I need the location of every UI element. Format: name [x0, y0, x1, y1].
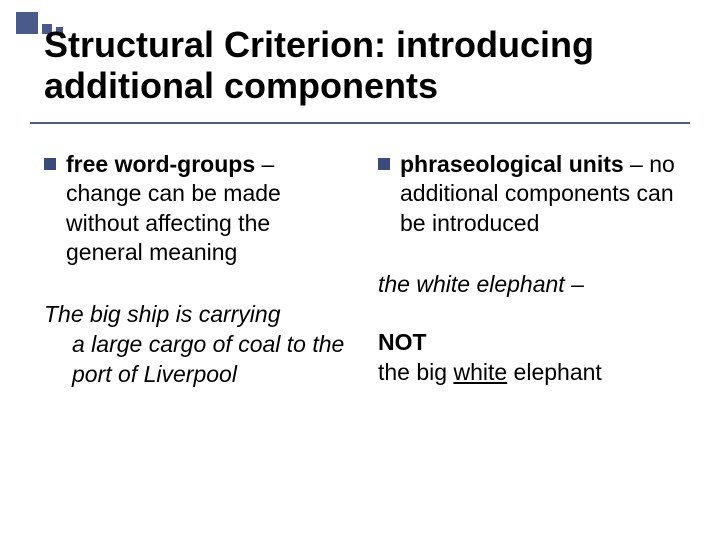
not-phrase-post: elephant — [507, 359, 602, 385]
spacer — [378, 300, 684, 328]
slide-title: Structural Criterion: introducing additi… — [44, 24, 690, 107]
left-column: free word-groups – change can be made wi… — [44, 150, 350, 520]
left-example-line1: The big ship is carrying — [44, 300, 350, 330]
left-example-line2: a large cargo of coal to the port of Liv… — [44, 330, 350, 390]
not-phrase-underlined: white — [453, 359, 507, 385]
left-bullet-item: free word-groups – change can be made wi… — [44, 150, 350, 268]
bullet-icon — [378, 158, 390, 170]
deco-square-large — [16, 12, 38, 34]
not-phrase-pre: the big — [378, 359, 453, 385]
right-bullet-item: phraseological units – no additional com… — [378, 150, 684, 238]
content-columns: free word-groups – change can be made wi… — [44, 150, 684, 520]
left-bullet-text: free word-groups – change can be made wi… — [66, 150, 350, 268]
not-phrase: the big white elephant — [378, 358, 684, 388]
left-bullet-lead: free word-groups — [66, 151, 255, 177]
not-label: NOT — [378, 328, 684, 358]
right-example-line1: the white elephant – — [378, 270, 684, 300]
title-underline — [30, 122, 690, 124]
right-column: phraseological units – no additional com… — [378, 150, 684, 520]
right-bullet-text: phraseological units – no additional com… — [400, 150, 684, 238]
title-area: Structural Criterion: introducing additi… — [44, 24, 690, 107]
bullet-icon — [44, 158, 56, 170]
right-bullet-lead: phraseological units — [400, 151, 624, 177]
